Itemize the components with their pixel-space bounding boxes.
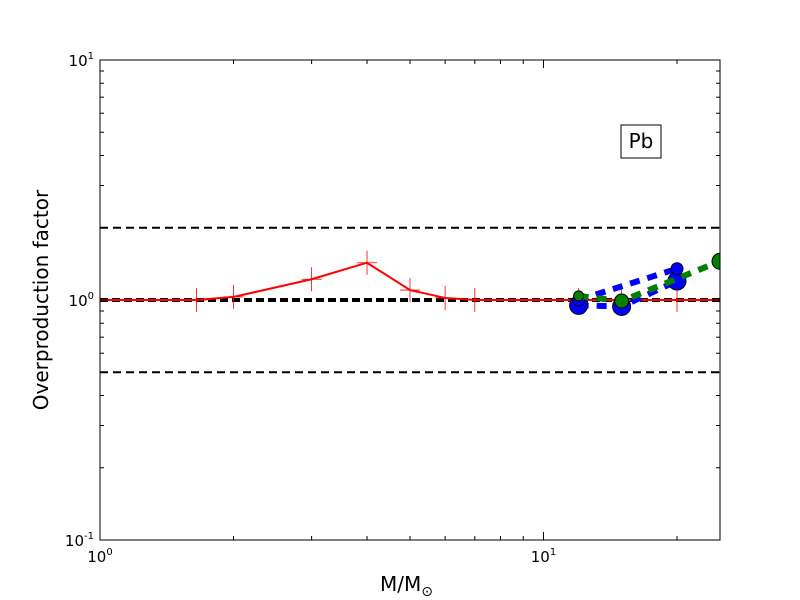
series-3-point-2 [711, 252, 720, 270]
axis-ticks [99, 59, 720, 541]
series-2-point-1 [670, 262, 684, 276]
y-tick-label-1-exp: 0 [88, 291, 94, 302]
series-layer [100, 250, 720, 316]
annotation-label: Pb [629, 129, 654, 153]
x-tick-label-0: 100 [87, 547, 112, 566]
series-3-point-1 [614, 293, 630, 309]
x-tick-label-1: 101 [531, 547, 556, 566]
x-tick-label-1-exp: 1 [550, 547, 556, 558]
y-axis-title: Overproduction factor [29, 189, 53, 410]
x-tick-label-1-base: 10 [531, 548, 550, 566]
x-axis-title-sub: ⊙ [421, 584, 433, 600]
x-axis-title: M/M⊙ [380, 572, 433, 600]
annotation-box: Pb [620, 124, 662, 159]
series-3-point-0 [573, 290, 585, 302]
y-tick-label-1: 100 [69, 291, 94, 310]
y-tick-label-2: 101 [69, 51, 94, 70]
x-tick-label-0-base: 10 [87, 548, 106, 566]
y-tick-label-2-exp: 1 [88, 51, 94, 62]
x-tick-label-0-exp: 0 [106, 547, 112, 558]
y-tick-label-1-base: 10 [69, 292, 88, 310]
y-tick-label-2-base: 10 [69, 52, 88, 70]
x-axis-title-main: M/M [380, 572, 421, 596]
y-tick-label-0-base: 10 [65, 532, 84, 550]
y-tick-label-0-exp: -1 [84, 531, 94, 542]
y-tick-label-0: 10-1 [65, 531, 94, 550]
